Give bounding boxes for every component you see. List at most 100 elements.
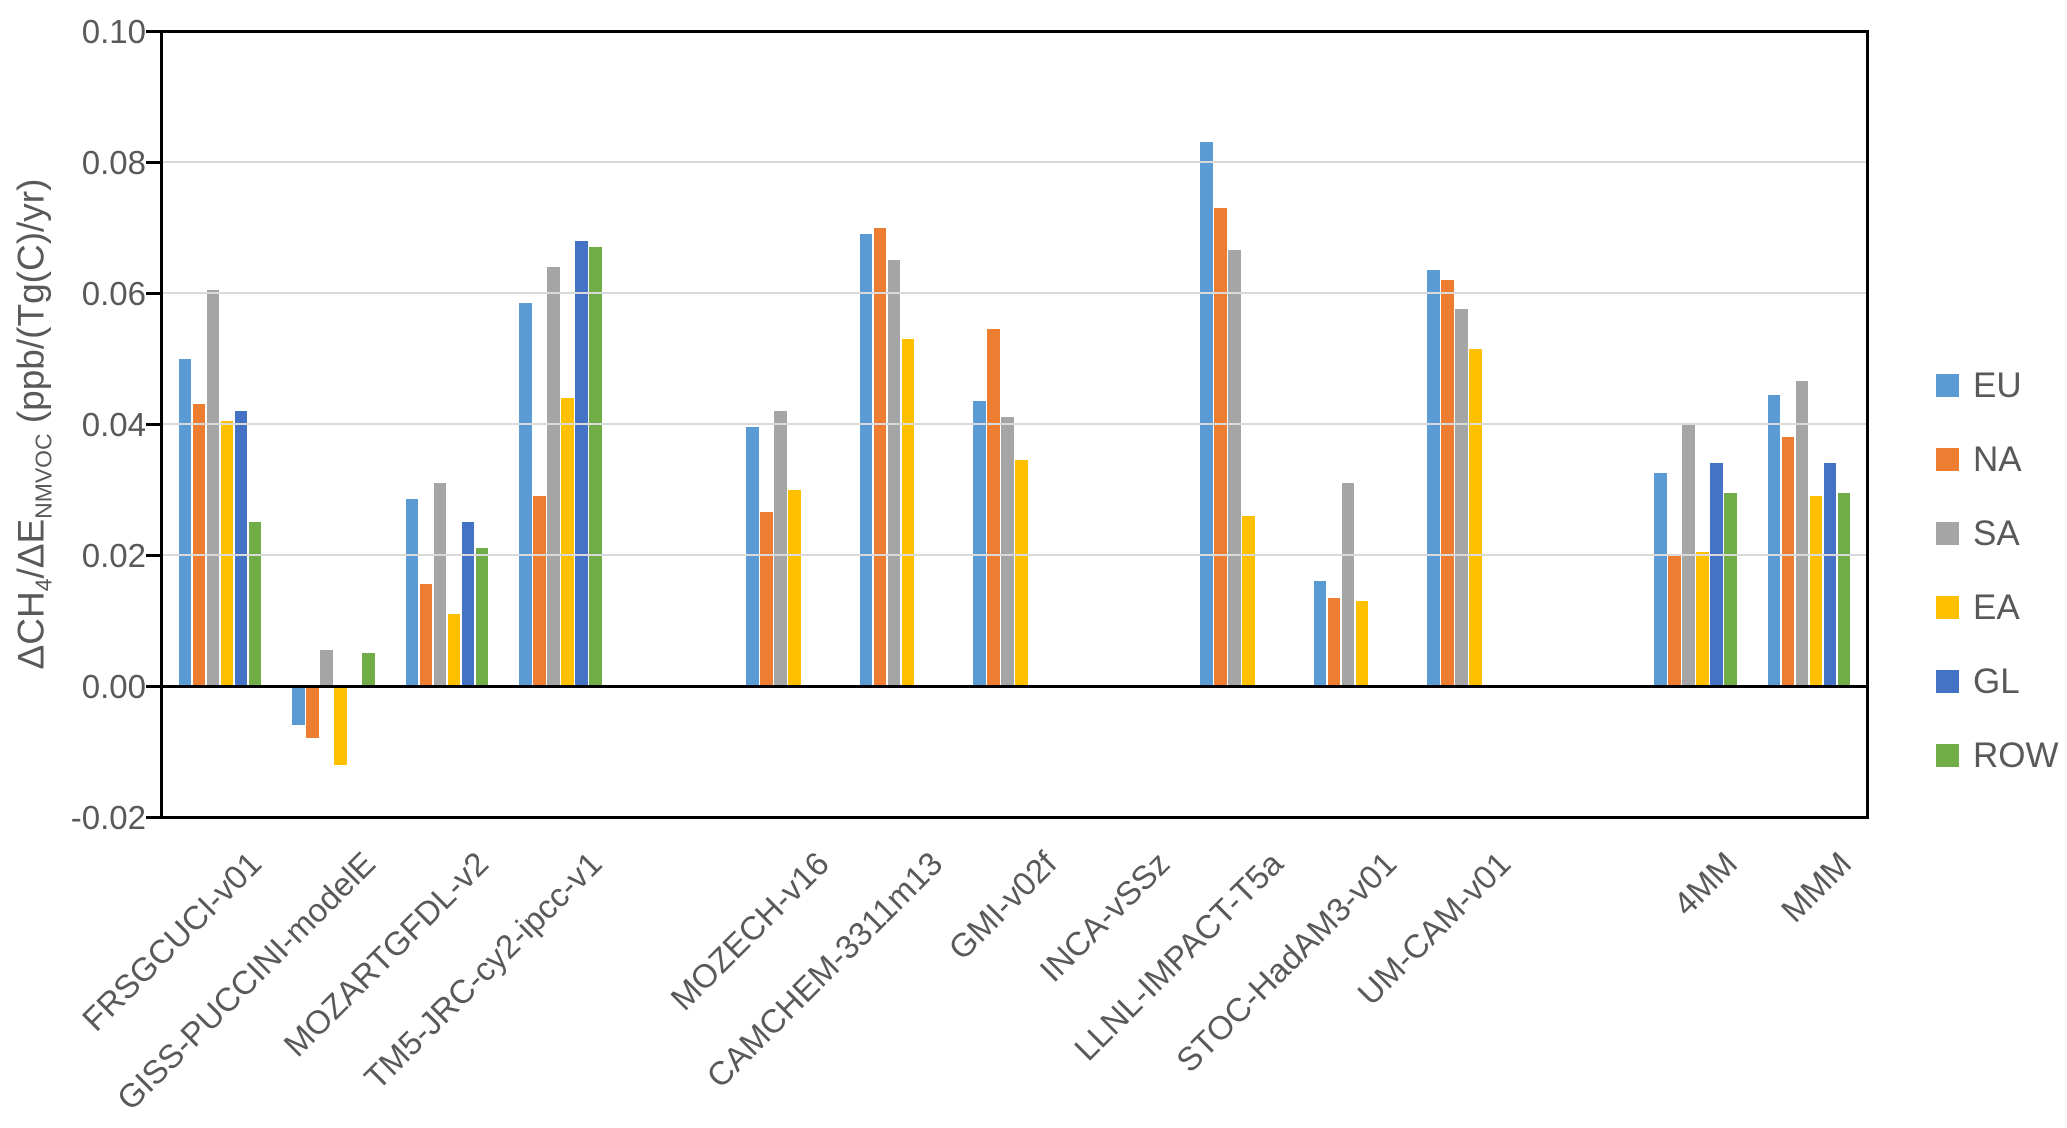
bar-SA-TM5-JRC-cy2-ipcc-v1 <box>547 266 560 686</box>
bar-NA-LLNL-IMPACT-T5a <box>1214 207 1227 686</box>
legend-item-SA: SA <box>1936 511 2020 555</box>
bar-EU-MOZARTGFDL-v2 <box>405 499 419 686</box>
bar-SA-GISS-PUCCINI-modelE <box>320 649 333 686</box>
bar-NA-GISS-PUCCINI-modelE <box>306 686 319 739</box>
y-tick-0.06 <box>146 291 163 295</box>
bar-ROW-TM5-JRC-cy2-ipcc-v1 <box>589 247 602 686</box>
bar-SA-LLNL-IMPACT-T5a <box>1228 250 1241 686</box>
y-tick-0.04 <box>146 422 163 426</box>
x-label-TM5-JRC-cy2-ipcc-v1: TM5-JRC-cy2-ipcc-v1 <box>357 844 610 1097</box>
y-tick-label--0.02: -0.02 <box>70 799 146 836</box>
bar-EA-TM5-JRC-cy2-ipcc-v1 <box>561 397 574 686</box>
bar-GL-MOZARTGFDL-v2 <box>461 522 475 686</box>
bar-SA-MOZARTGFDL-v2 <box>433 482 447 686</box>
bar-SA-MMM <box>1795 381 1809 686</box>
y-tick-label-0.06: 0.06 <box>81 275 146 312</box>
y-tick-0.10 <box>146 29 163 33</box>
plot-right-border <box>1866 29 1869 819</box>
y-tick-label-0.02: 0.02 <box>81 537 146 574</box>
bar-EA-4MM <box>1696 551 1709 686</box>
bar-SA-FRSGCUCI-v01 <box>206 289 220 686</box>
bar-EA-FRSGCUCI-v01 <box>220 420 234 686</box>
bar-NA-TM5-JRC-cy2-ipcc-v1 <box>533 496 546 686</box>
bar-NA-MOZECH-v16 <box>760 512 773 686</box>
bar-SA-MOZECH-v16 <box>774 410 787 686</box>
legend-label-EU: EU <box>1973 365 2022 405</box>
bar-EU-UM-CAM-v01 <box>1427 270 1440 686</box>
x-label-LLNL-IMPACT-T5a: LLNL-IMPACT-T5a <box>1067 844 1291 1068</box>
y-tick--0.02 <box>146 815 163 819</box>
gridline-0.02 <box>163 554 1866 556</box>
bar-EA-GMI-v02f <box>1015 460 1028 686</box>
x-label-MOZARTGFDL-v2: MOZARTGFDL-v2 <box>276 844 496 1064</box>
bar-EU-STOC-HadAM3-v01 <box>1313 581 1327 686</box>
legend-item-EU: EU <box>1936 363 2022 407</box>
legend-swatch-EA <box>1936 595 1959 619</box>
legend-item-GL: GL <box>1936 659 2020 703</box>
x-axis-zero-line <box>160 684 1869 688</box>
bar-EA-MMM <box>1809 496 1823 686</box>
legend-item-NA: NA <box>1936 437 2022 481</box>
bar-NA-STOC-HadAM3-v01 <box>1327 597 1341 686</box>
legend-label-EA: EA <box>1973 587 2020 627</box>
bar-GL-FRSGCUCI-v01 <box>234 410 248 686</box>
gridline-0.04 <box>163 423 1866 425</box>
bar-EU-GMI-v02f <box>973 401 986 686</box>
legend-label-GL: GL <box>1973 661 2020 701</box>
y-tick-label-0.00: 0.00 <box>81 668 146 705</box>
y-tick-label-0.08: 0.08 <box>81 144 146 181</box>
bar-NA-UM-CAM-v01 <box>1441 279 1454 686</box>
x-label-MMM: MMM <box>1773 844 1858 930</box>
bar-GL-TM5-JRC-cy2-ipcc-v1 <box>575 240 588 686</box>
legend-label-SA: SA <box>1973 513 2020 553</box>
bar-GL-4MM <box>1710 463 1723 686</box>
bar-EA-MOZARTGFDL-v2 <box>447 613 461 686</box>
bar-EA-GISS-PUCCINI-modelE <box>334 686 347 765</box>
legend-label-ROW: ROW <box>1973 735 2059 775</box>
y-tick-0.02 <box>146 553 163 557</box>
y-tick-label-0.10: 0.10 <box>81 13 146 50</box>
legend-swatch-ROW <box>1936 743 1959 767</box>
bar-NA-MMM <box>1781 437 1795 686</box>
bar-GL-MMM <box>1823 463 1837 686</box>
bar-EU-GISS-PUCCINI-modelE <box>292 686 305 726</box>
bar-NA-GMI-v02f <box>987 329 1000 686</box>
gridline-0.06 <box>163 292 1866 294</box>
x-label-CAMCHEM-3311m13: CAMCHEM-3311m13 <box>699 844 950 1095</box>
bar-SA-UM-CAM-v01 <box>1455 309 1468 686</box>
bar-NA-FRSGCUCI-v01 <box>192 404 206 686</box>
bar-EA-LLNL-IMPACT-T5a <box>1242 515 1255 686</box>
bar-NA-MOZARTGFDL-v2 <box>419 584 433 686</box>
bar-EU-MOZECH-v16 <box>746 427 759 686</box>
bar-EU-CAMCHEM-3311m13 <box>859 234 873 686</box>
plot-bottom-border <box>160 815 1866 819</box>
legend-item-ROW: ROW <box>1936 733 2059 777</box>
bar-EU-MMM <box>1767 394 1781 686</box>
y-tick-0.00 <box>146 684 163 688</box>
legend-swatch-NA <box>1936 447 1959 471</box>
plot-top-border <box>160 29 1866 33</box>
bar-EA-UM-CAM-v01 <box>1469 348 1482 686</box>
bar-SA-GMI-v02f <box>1001 417 1014 686</box>
bar-EA-MOZECH-v16 <box>788 489 801 686</box>
y-tick-0.08 <box>146 160 163 164</box>
bar-ROW-GISS-PUCCINI-modelE <box>362 653 375 686</box>
bar-EU-LLNL-IMPACT-T5a <box>1200 142 1213 686</box>
bar-EA-CAMCHEM-3311m13 <box>901 338 915 686</box>
legend-label-NA: NA <box>1973 439 2022 479</box>
bar-ROW-FRSGCUCI-v01 <box>248 522 262 686</box>
x-label-STOC-HadAM3-v01: STOC-HadAM3-v01 <box>1169 844 1404 1080</box>
bar-ROW-4MM <box>1724 492 1737 686</box>
x-label-4MM: 4MM <box>1666 844 1745 923</box>
legend-swatch-SA <box>1936 521 1959 545</box>
bar-EA-STOC-HadAM3-v01 <box>1355 600 1369 686</box>
bar-NA-CAMCHEM-3311m13 <box>873 227 887 686</box>
bar-SA-STOC-HadAM3-v01 <box>1341 482 1355 686</box>
bar-NA-4MM <box>1668 555 1681 686</box>
legend-swatch-GL <box>1936 669 1959 693</box>
bar-ROW-MMM <box>1837 492 1851 686</box>
x-label-GMI-v02f: GMI-v02f <box>941 844 1064 967</box>
legend-item-EA: EA <box>1936 585 2020 629</box>
bar-SA-CAMCHEM-3311m13 <box>887 260 901 686</box>
y-axis-line <box>160 29 163 819</box>
